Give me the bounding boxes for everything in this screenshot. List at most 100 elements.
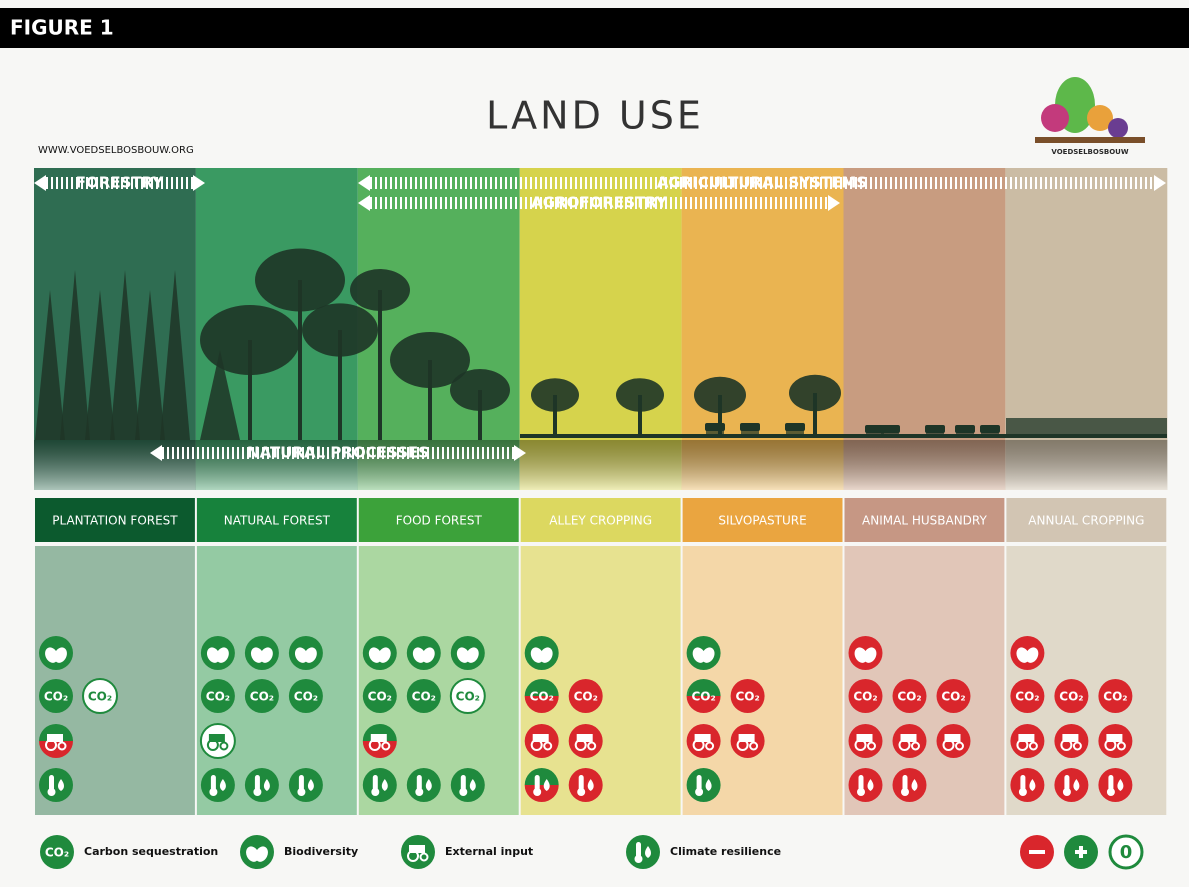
- rating-icon: CO₂: [525, 679, 559, 713]
- ground-shade: [1005, 440, 1167, 490]
- bulb: [371, 788, 379, 796]
- icon-text: CO₂: [1015, 690, 1039, 704]
- figure-label: FIGURE 1: [10, 16, 114, 40]
- rating-icon: CO₂: [893, 679, 927, 713]
- rating-icon: [363, 768, 397, 802]
- animal: [880, 425, 900, 433]
- rating-icon: [39, 768, 73, 802]
- icon-circle: [201, 768, 235, 802]
- column-name: ANNUAL CROPPING: [1028, 514, 1144, 528]
- icon-circle: [407, 768, 441, 802]
- rating-icon: CO₂: [407, 679, 441, 713]
- span-label: NATURAL PROCESSES: [247, 444, 429, 462]
- rating-icon: CO₂: [1010, 679, 1044, 713]
- zero-label: 0: [1120, 842, 1133, 863]
- ground-shade: [682, 440, 844, 490]
- rating-icon: [363, 724, 397, 758]
- canopy: [302, 303, 378, 356]
- rating-icon: [1054, 724, 1088, 758]
- title: LAND USE: [486, 94, 704, 138]
- canopy: [350, 269, 410, 311]
- rating-icon: [687, 724, 721, 758]
- animal: [980, 425, 1000, 433]
- icon-text: CO₂: [941, 690, 965, 704]
- column-name: PLANTATION FOREST: [52, 514, 178, 528]
- span-label: FORESTRY: [76, 174, 165, 192]
- icon-text: CO₂: [530, 690, 554, 704]
- icon-circle: [687, 768, 721, 802]
- header-bar: [0, 8, 1189, 48]
- rating-icon: [1010, 724, 1044, 758]
- icon-text: CO₂: [574, 690, 598, 704]
- legend-label: External input: [445, 845, 533, 858]
- icon-text: CO₂: [853, 690, 877, 704]
- icon-text: CO₂: [88, 690, 112, 704]
- rating-icon: [849, 636, 883, 670]
- rating-icon: [525, 636, 559, 670]
- icon-text: CO₂: [412, 690, 436, 704]
- rating-icon: CO₂: [731, 679, 765, 713]
- icon-circle: [1010, 768, 1044, 802]
- canopy: [616, 378, 664, 412]
- bulb: [297, 788, 305, 796]
- icon-text: CO₂: [735, 690, 759, 704]
- canopy: [789, 375, 841, 411]
- rating-icon: CO₂: [937, 679, 971, 713]
- rating-icon: [525, 724, 559, 758]
- icon-text: CO₂: [44, 690, 68, 704]
- icon-circle: [569, 768, 603, 802]
- icon-text: CO₂: [294, 690, 318, 704]
- icon-text: CO₂: [897, 690, 921, 704]
- rating-icon: [731, 724, 765, 758]
- legend-label: Carbon sequestration: [84, 845, 218, 858]
- rating-icon: CO₂: [569, 679, 603, 713]
- infographic: FIGURE 1 LAND USE WWW.VOEDSELBOSBOUW.ORG…: [0, 0, 1189, 887]
- canopy: [450, 369, 510, 411]
- icon-text: CO₂: [456, 690, 480, 704]
- span-label: AGROFORESTRY: [531, 194, 668, 212]
- logo-bush: [1041, 104, 1069, 132]
- rating-icon: [201, 768, 235, 802]
- icon-text: CO₂: [1059, 690, 1083, 704]
- animal: [925, 425, 945, 433]
- icon-text: CO₂: [45, 846, 69, 860]
- rating-icon: [289, 768, 323, 802]
- icon-text: CO₂: [206, 690, 230, 704]
- icon-circle: [289, 768, 323, 802]
- rating-icon: [1010, 768, 1044, 802]
- rating-icon: [401, 835, 435, 869]
- bulb: [415, 788, 423, 796]
- icon-circle: [626, 835, 660, 869]
- scene: [34, 168, 1167, 490]
- plus-sign: [1079, 846, 1083, 858]
- logo-bush: [1108, 118, 1128, 138]
- bulb: [459, 788, 467, 796]
- column-name: FOOD FOREST: [396, 514, 483, 528]
- rating-icon: [1054, 768, 1088, 802]
- icon-circle: [893, 768, 927, 802]
- animal: [955, 425, 975, 433]
- logo-ground: [1035, 137, 1145, 143]
- rating-icon: CO₂: [289, 679, 323, 713]
- canopy: [694, 377, 746, 413]
- canopy: [531, 378, 579, 412]
- canopy: [255, 249, 345, 312]
- rating-icon: [245, 768, 279, 802]
- bulb: [901, 788, 909, 796]
- bulb: [577, 788, 585, 796]
- icon-text: CO₂: [368, 690, 392, 704]
- bulb: [857, 788, 865, 796]
- icon-circle: [39, 768, 73, 802]
- trunk: [378, 290, 382, 440]
- rating-icon: [245, 636, 279, 670]
- rating-icon: [626, 835, 660, 869]
- rating-icon: [849, 724, 883, 758]
- icon-circle: [849, 768, 883, 802]
- animal: [785, 423, 805, 431]
- rating-icon: [39, 636, 73, 670]
- rating-icon: CO₂: [849, 679, 883, 713]
- column-name: ALLEY CROPPING: [549, 514, 652, 528]
- span-label: AGRICULTURAL SYSTEMS: [657, 174, 867, 192]
- icon-circle: [451, 768, 485, 802]
- bulb: [695, 788, 703, 796]
